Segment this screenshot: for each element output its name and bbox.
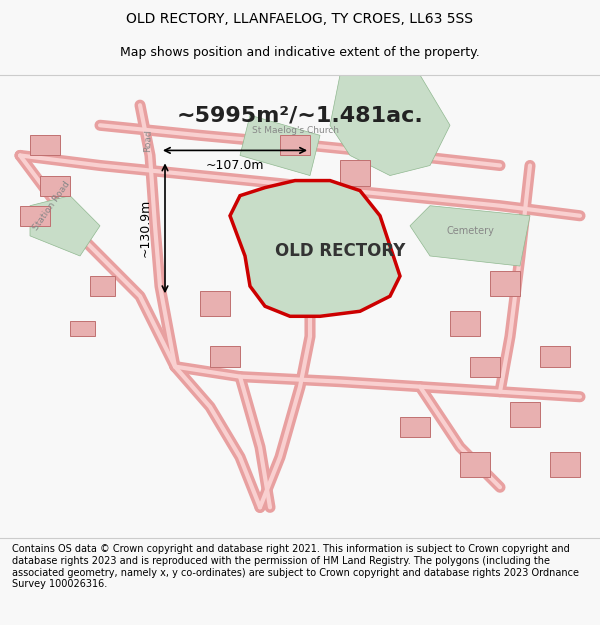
Polygon shape	[90, 276, 115, 296]
Polygon shape	[70, 321, 95, 336]
Text: Map shows position and indicative extent of the property.: Map shows position and indicative extent…	[120, 46, 480, 59]
Text: ~130.9m: ~130.9m	[139, 199, 151, 258]
Text: ~107.0m: ~107.0m	[206, 159, 264, 172]
Polygon shape	[490, 271, 520, 296]
Polygon shape	[340, 161, 370, 186]
Text: ~5995m²/~1.481ac.: ~5995m²/~1.481ac.	[176, 105, 424, 125]
Polygon shape	[510, 402, 540, 427]
Polygon shape	[550, 452, 580, 477]
Text: Station Road: Station Road	[32, 179, 72, 232]
Polygon shape	[330, 75, 450, 176]
Polygon shape	[410, 206, 530, 266]
Polygon shape	[460, 452, 490, 477]
Text: St Maelog's Church: St Maelog's Church	[251, 126, 338, 135]
Polygon shape	[20, 206, 50, 226]
Text: OLD RECTORY: OLD RECTORY	[275, 242, 405, 260]
Polygon shape	[30, 136, 60, 156]
Polygon shape	[400, 417, 430, 437]
Text: Contains OS data © Crown copyright and database right 2021. This information is : Contains OS data © Crown copyright and d…	[12, 544, 579, 589]
Polygon shape	[470, 356, 500, 377]
Polygon shape	[280, 136, 310, 156]
Polygon shape	[240, 115, 320, 176]
Text: OLD RECTORY, LLANFAELOG, TY CROES, LL63 5SS: OLD RECTORY, LLANFAELOG, TY CROES, LL63 …	[127, 12, 473, 26]
Text: Cemetery: Cemetery	[446, 226, 494, 236]
Polygon shape	[200, 291, 230, 316]
Text: Road: Road	[143, 129, 153, 152]
Polygon shape	[230, 181, 400, 316]
Polygon shape	[210, 346, 240, 367]
Polygon shape	[540, 346, 570, 367]
Polygon shape	[30, 196, 100, 256]
Polygon shape	[40, 176, 70, 196]
Polygon shape	[450, 311, 480, 336]
